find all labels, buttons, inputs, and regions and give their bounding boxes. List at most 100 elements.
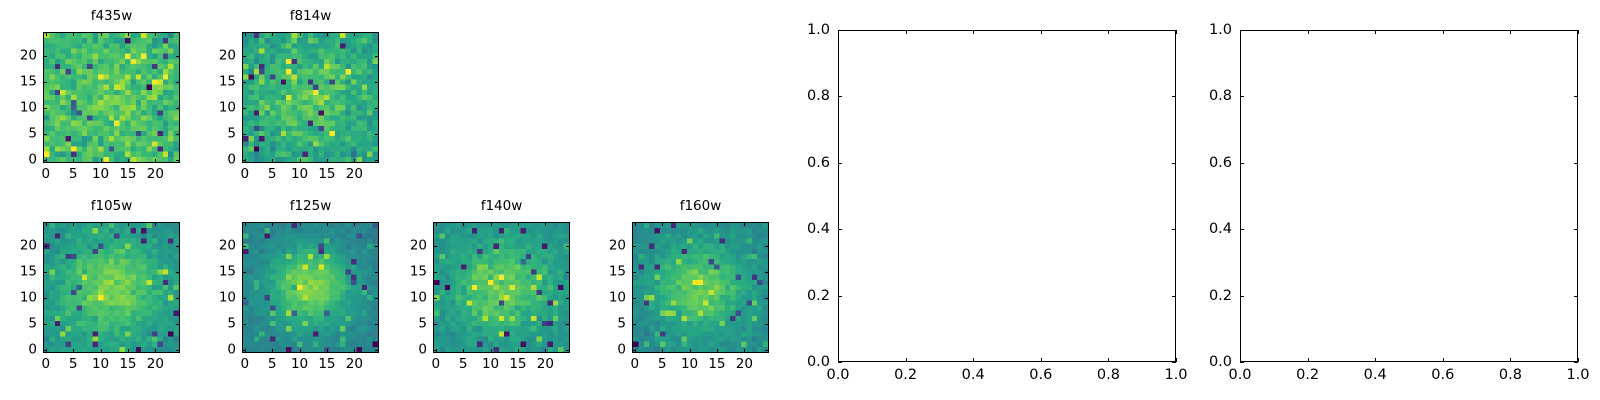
- y-tick-mark: [765, 271, 769, 273]
- x-tick-label: 0: [630, 356, 640, 372]
- y-tick-label: 10: [218, 289, 236, 306]
- x-tick-mark: [1108, 30, 1110, 34]
- x-tick-mark: [1442, 358, 1444, 362]
- x-tick-mark: [1510, 30, 1512, 34]
- y-tick-mark: [1574, 162, 1578, 164]
- x-tick-mark: [1040, 30, 1042, 34]
- y-tick-mark: [375, 297, 379, 299]
- cutout-image-f105w: [43, 222, 180, 353]
- panel-title-f814w: f814w: [289, 8, 332, 24]
- y-tick-label: 0: [227, 151, 236, 168]
- x-tick-mark: [272, 159, 274, 163]
- y-tick-mark: [176, 324, 180, 326]
- y-tick-mark: [1172, 30, 1176, 31]
- x-tick-mark: [463, 349, 465, 353]
- x-tick-mark: [155, 159, 157, 163]
- y-tick-mark: [43, 160, 47, 162]
- x-tick-mark: [326, 222, 328, 226]
- y-tick-label: 10: [608, 289, 626, 306]
- x-tick-mark: [1240, 30, 1241, 34]
- x-tick-mark: [463, 222, 465, 226]
- y-tick-mark: [43, 55, 47, 57]
- y-tick-mark: [242, 107, 246, 109]
- y-tick-label: 10: [19, 289, 37, 306]
- cutout-image-f160w: [632, 222, 769, 353]
- x-tick-mark: [73, 222, 75, 226]
- x-tick-mark: [1375, 30, 1377, 34]
- y-tick-mark: [566, 350, 570, 352]
- x-tick-label: 0.2: [1296, 367, 1320, 383]
- cutout-image-f435w: [43, 32, 180, 163]
- y-tick-mark: [375, 160, 379, 162]
- x-tick-label: 5: [458, 356, 468, 372]
- x-tick-label: 10: [91, 166, 110, 182]
- x-tick-mark: [490, 222, 492, 226]
- x-tick-mark: [127, 222, 129, 226]
- x-tick-mark: [354, 32, 356, 36]
- y-tick-mark: [632, 324, 636, 326]
- y-tick-label: 5: [617, 315, 626, 332]
- x-tick-label: 20: [345, 166, 363, 182]
- y-tick-mark: [1172, 162, 1176, 164]
- x-tick-label: 0.8: [1498, 367, 1522, 383]
- y-tick-mark: [433, 297, 437, 299]
- y-tick-label: 0: [28, 341, 37, 358]
- x-tick-label: 0.4: [1363, 367, 1387, 383]
- y-tick-mark: [176, 350, 180, 352]
- x-tick-mark: [326, 159, 328, 163]
- y-tick-mark: [1574, 362, 1578, 363]
- y-tick-label: 5: [418, 315, 427, 332]
- x-tick-label: 5: [68, 356, 78, 372]
- y-tick-mark: [375, 324, 379, 326]
- y-tick-label: 0.8: [1208, 88, 1232, 105]
- y-tick-mark: [632, 350, 636, 352]
- x-tick-mark: [973, 358, 975, 362]
- x-tick-label: 5: [267, 356, 277, 372]
- x-tick-mark: [100, 159, 102, 163]
- y-tick-mark: [176, 245, 180, 247]
- y-tick-label: 20: [608, 236, 626, 253]
- y-tick-mark: [566, 297, 570, 299]
- y-tick-mark: [242, 271, 246, 273]
- pixel-grid-f160w: [633, 223, 768, 352]
- x-tick-mark: [272, 222, 274, 226]
- y-tick-label: 1.0: [806, 21, 830, 38]
- y-tick-mark: [838, 229, 842, 231]
- x-tick-mark: [716, 349, 718, 353]
- x-tick-mark: [155, 222, 157, 226]
- y-tick-mark: [43, 350, 47, 352]
- y-tick-mark: [242, 245, 246, 247]
- x-tick-mark: [155, 32, 157, 36]
- x-tick-label: 0.0: [826, 367, 850, 383]
- x-tick-label: 20: [146, 356, 164, 372]
- panel-title-f105w: f105w: [90, 198, 133, 214]
- y-tick-mark: [375, 245, 379, 247]
- y-tick-mark: [176, 271, 180, 273]
- x-tick-mark: [634, 222, 636, 226]
- y-tick-label: 5: [28, 315, 37, 332]
- x-tick-label: 0.8: [1096, 367, 1120, 383]
- x-tick-mark: [100, 349, 102, 353]
- x-tick-label: 10: [481, 356, 500, 372]
- x-tick-mark: [127, 349, 129, 353]
- y-tick-mark: [1240, 30, 1244, 31]
- y-tick-mark: [43, 271, 47, 273]
- y-tick-label: 1.0: [1208, 21, 1232, 38]
- x-tick-mark: [689, 349, 691, 353]
- y-tick-mark: [1574, 229, 1578, 231]
- y-tick-label: 10: [409, 289, 427, 306]
- y-tick-mark: [242, 160, 246, 162]
- y-tick-mark: [43, 81, 47, 83]
- y-tick-mark: [43, 107, 47, 109]
- x-tick-mark: [1040, 358, 1042, 362]
- x-tick-label: 0.2: [894, 367, 918, 383]
- y-tick-mark: [433, 324, 437, 326]
- y-tick-label: 5: [28, 125, 37, 142]
- y-tick-mark: [765, 297, 769, 299]
- y-tick-mark: [1240, 362, 1244, 363]
- y-tick-mark: [43, 134, 47, 136]
